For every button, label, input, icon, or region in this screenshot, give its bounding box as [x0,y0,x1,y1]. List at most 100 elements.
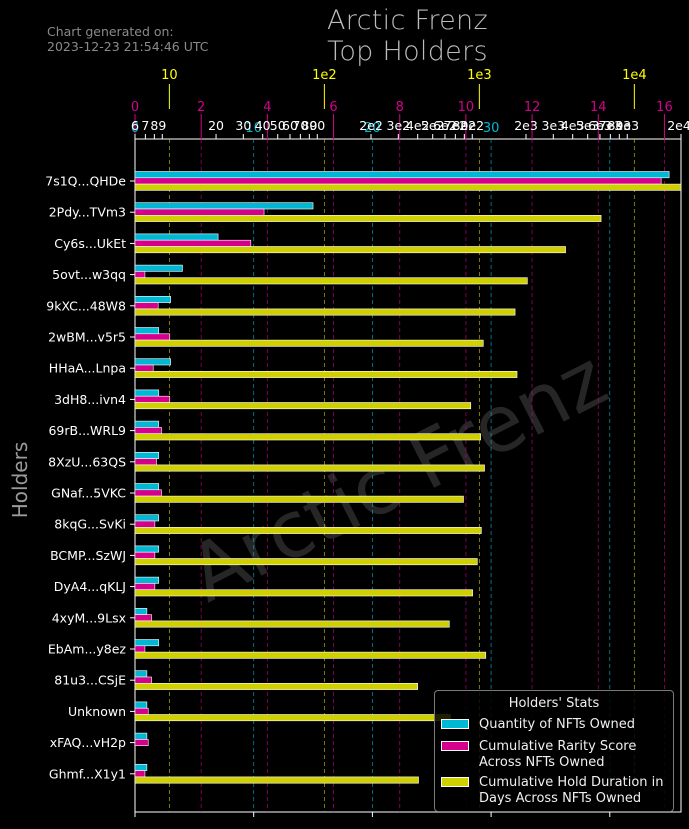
x-tick-label-bottom: 7 [141,118,149,133]
x-tick-label-bottom: 6e2 [433,118,457,133]
legend-swatch-quantity [441,719,469,729]
bar-duration [134,433,481,441]
bar-duration [134,339,484,347]
bar-quantity [134,389,160,397]
bar-rarity [134,302,159,310]
bar-quantity [134,576,160,584]
bar-quantity [134,732,148,740]
bar-rarity [134,676,152,684]
bar-rarity [134,271,146,278]
y-tick-label: 8XzU...63QS [48,454,126,469]
bar-rarity [134,489,162,497]
legend: Holders' Stats Quantity of NFTs Owned Cu… [434,690,674,812]
x-tick-label-quantity: 30 [483,121,500,136]
y-tick-label: 7s1Q...QHDe [45,174,126,189]
x-tick-label-duration: 10 [161,68,178,83]
x-tick-label-bottom: 4e3 [561,118,585,133]
x-tick-label-bottom: 90 [309,118,325,133]
bar-quantity [134,327,160,335]
legend-label-rarity: Cumulative Rarity Score Across NFTs Owne… [479,739,637,770]
x-tick-label-quantity: 10 [245,121,262,136]
bar-quantity [134,545,160,553]
bar-duration [134,589,473,597]
bar-quantity [134,607,148,615]
bar-rarity [134,707,149,715]
generation-timestamp: 2023-12-23 21:54:46 UTC [47,39,209,54]
bar-duration [134,620,450,628]
legend-item-quantity: Quantity of NFTs Owned [441,717,679,733]
x-tick-label-rarity: 6 [329,100,337,115]
bar-duration [134,682,418,690]
bar-rarity [134,739,149,747]
y-tick-label: BCMP...SzWJ [50,548,126,563]
bar-quantity [134,358,171,366]
bar-duration [134,370,518,378]
bar-quantity [134,483,160,491]
x-tick-label-quantity: 20 [364,121,381,136]
x-tick-label-rarity: 4 [263,100,271,115]
legend-item-duration: Cumulative Hold Duration in Days Across … [441,775,679,807]
chart-title-line-1: Arctic Frenz [327,5,488,36]
x-tick-label-rarity: 0 [131,100,139,115]
x-tick-label-duration: 1e2 [312,68,337,83]
x-tick-label-rarity: 12 [524,100,541,115]
y-tick-label: 5ovt...w3qq [52,267,126,282]
x-tick-label-bottom: 3e2 [387,118,411,133]
bar-duration [134,464,485,472]
bar-quantity [134,420,160,428]
bar-quantity [134,514,160,522]
x-tick-label-bottom: 30 [235,118,251,133]
x-tick-label-bottom: 6e3 [588,118,612,133]
bar-rarity [134,177,662,185]
y-tick-label: 9kXC...48W8 [46,298,126,313]
bar-rarity [134,770,146,778]
bar-quantity [134,295,171,303]
chart-title: Arctic Frenz Top Holders [0,5,689,67]
x-tick-label-bottom: 5e3 [576,118,600,133]
x-tick-label-duration: 1e3 [467,68,492,83]
y-tick-label: Unknown [68,704,126,719]
x-tick-label-bottom: 8e3 [608,118,632,133]
plot-frame [134,138,682,813]
x-tick-label-bottom: 9 [158,118,166,133]
bar-quantity [134,451,160,459]
generation-note-label: Chart generated on: [47,24,174,39]
bar-duration [134,776,419,784]
bar-duration [134,246,566,254]
y-tick-label: GNaf...5VKC [51,486,126,501]
bar-rarity [134,458,157,466]
bar-duration [134,215,602,222]
bar-rarity [134,520,156,528]
x-tick-label-bottom: 8 [150,118,158,133]
legend-label-duration: Cumulative Hold Duration in Days Across … [479,775,664,806]
bar-duration [134,402,472,410]
bar-rarity [134,333,171,341]
x-tick-label-bottom: 3e3 [542,118,566,133]
x-tick-label-bottom: 5e2 [421,118,445,133]
chart-title-line-2: Top Holders [327,36,488,67]
legend-swatch-rarity [441,741,469,751]
y-tick-label: 8kqG...SvKi [54,517,126,532]
y-tick-label: HHaA...Lnpa [49,361,126,376]
legend-label-quantity: Quantity of NFTs Owned [479,717,635,732]
x-tick-label-bottom: 6 [131,118,139,133]
x-tick-label-quantity: 0 [131,121,139,136]
bar-duration [134,558,478,566]
x-tick-label-bottom: 7e3 [599,118,623,133]
bar-rarity [134,583,156,591]
bar-quantity [134,171,670,179]
x-tick-label-bottom: 8e2 [453,118,477,133]
y-axis-label: Holders [8,442,32,518]
y-tick-label: 2wBM...v5r5 [48,330,126,345]
bar-rarity [134,395,171,403]
x-tick-label-bottom: 2e3 [514,118,538,133]
bar-rarity [134,427,162,434]
x-tick-label-duration: 1e4 [622,68,647,83]
bar-quantity [134,264,183,272]
y-tick-label: 81u3...CSjE [54,673,126,688]
bar-duration [134,308,516,316]
x-tick-label-rarity: 14 [590,100,607,115]
bar-duration [134,183,682,191]
bar-quantity [134,670,148,678]
